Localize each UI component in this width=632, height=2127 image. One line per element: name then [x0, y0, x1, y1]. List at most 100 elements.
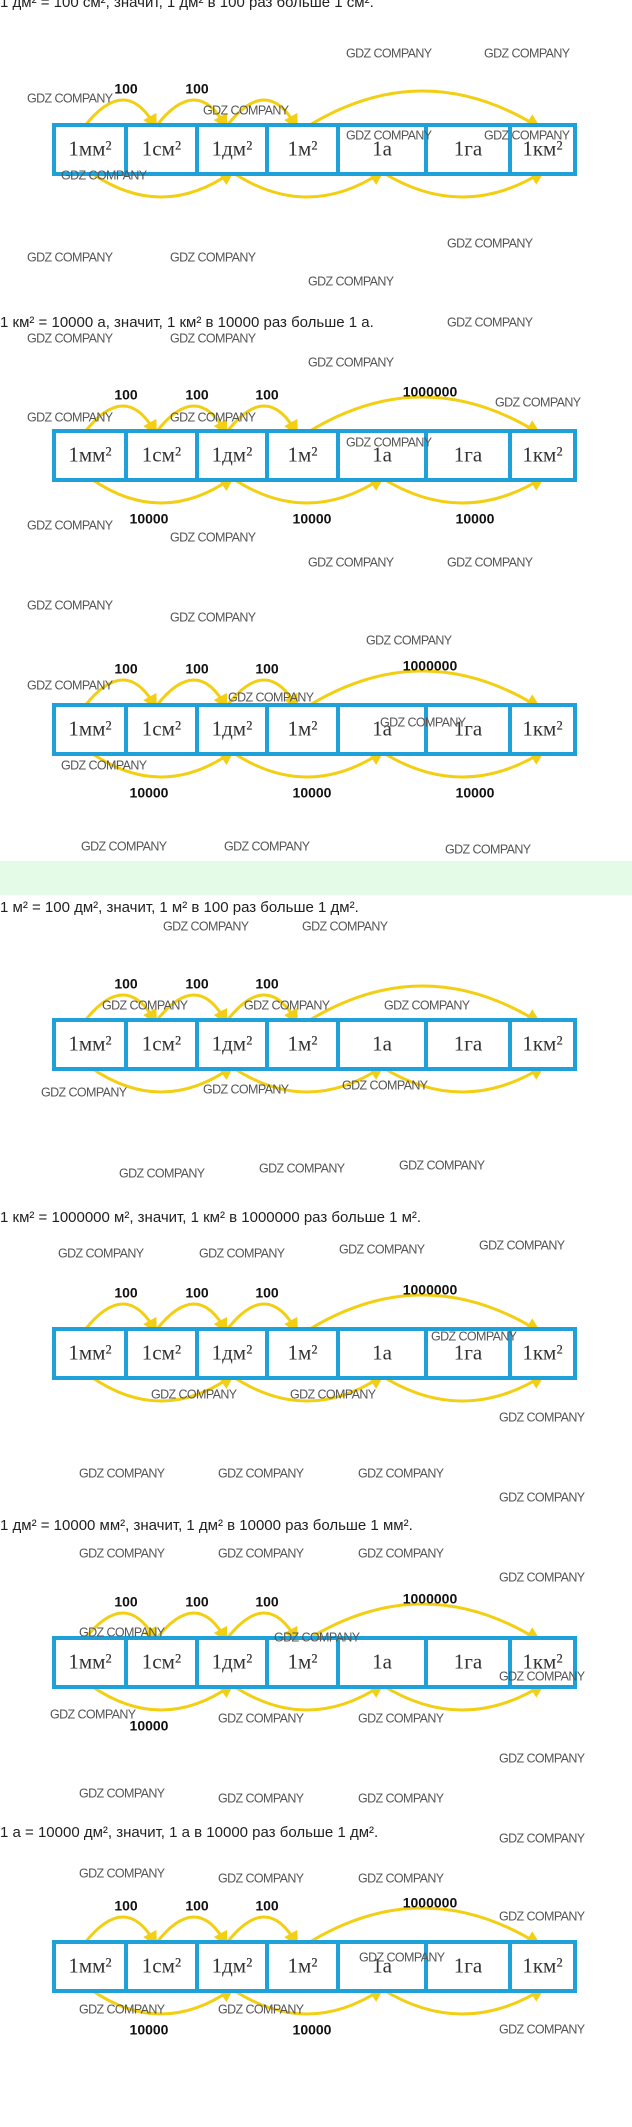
cell	[52, 1018, 128, 1071]
arc-bottom	[89, 750, 235, 779]
arc-bottom	[231, 1374, 385, 1403]
watermark: GDZ COMPANY	[290, 1387, 377, 1401]
watermark: GDZ COMPANY	[224, 839, 311, 853]
cell-label: 1м²	[287, 716, 317, 740]
watermark: GDZ COMPANY	[308, 555, 395, 569]
watermark: GDZ COMPANY	[170, 331, 257, 345]
caption: 1 дм² = 100 см², значит, 1 дм² в 100 раз…	[0, 0, 374, 11]
cell	[265, 123, 340, 176]
arc-top	[82, 1302, 157, 1334]
arc-bottom	[231, 750, 385, 779]
watermark: GDZ COMPANY	[199, 1246, 286, 1260]
cell-label: 1а	[372, 1953, 393, 1977]
arc-bottom	[89, 1374, 235, 1403]
watermark: GDZ COMPANY	[358, 1546, 445, 1560]
watermark: GDZ COMPANY	[499, 1831, 586, 1845]
watermark: GDZ COMPANY	[259, 1161, 346, 1175]
watermark: GDZ COMPANY	[431, 1329, 518, 1343]
arc-bottom	[89, 1987, 235, 2016]
watermark: GDZ COMPANY	[495, 395, 582, 409]
cell-label: 1а	[372, 442, 393, 466]
ratio-label: 1000000	[403, 658, 458, 674]
cell	[508, 703, 577, 756]
cell-label: 1дм²	[212, 1340, 253, 1364]
arc-top	[154, 98, 228, 130]
watermark: GDZ COMPANY	[61, 758, 148, 772]
cell	[508, 123, 577, 176]
caption: 1 дм² = 10000 мм², значит, 1 дм² в 10000…	[0, 1517, 413, 1534]
watermark: GDZ COMPANY	[218, 2002, 305, 2016]
ratio-label: 1000000	[403, 1282, 458, 1298]
cell	[336, 1636, 428, 1689]
arc-bottom	[381, 1374, 546, 1403]
watermark: GDZ COMPANY	[358, 1871, 445, 1885]
watermark: GDZ COMPANY	[27, 598, 114, 612]
arc-top-big	[305, 669, 542, 709]
watermark: GDZ COMPANY	[308, 274, 395, 288]
ratio-label: 10000	[130, 511, 169, 527]
arc-bottom	[231, 170, 385, 199]
ratio-label: 100	[114, 661, 138, 677]
cell-label: 1мм²	[68, 136, 111, 160]
cell-label: 1а	[372, 1649, 393, 1673]
watermark: GDZ COMPANY	[380, 715, 467, 729]
cell-label: 1дм²	[212, 136, 253, 160]
arc-top-big	[305, 1906, 542, 1946]
watermark: GDZ COMPANY	[366, 633, 453, 647]
watermark: GDZ COMPANY	[358, 1791, 445, 1805]
watermark: GDZ COMPANY	[102, 998, 189, 1012]
cell	[424, 1018, 512, 1071]
watermark: GDZ COMPANY	[479, 1238, 566, 1252]
cell-label: 1км²	[522, 1649, 562, 1673]
arc-top-big	[305, 1293, 542, 1333]
watermark: GDZ COMPANY	[346, 435, 433, 449]
ratio-label: 100	[255, 661, 279, 677]
cell-label: 1км²	[522, 1031, 562, 1055]
cell	[124, 703, 199, 756]
watermark: GDZ COMPANY	[79, 1466, 166, 1480]
ratio-label: 10000	[456, 785, 495, 801]
cell-label: 1дм²	[212, 716, 253, 740]
cell-label: 1га	[454, 1953, 483, 1977]
cell-label: 1дм²	[212, 1031, 253, 1055]
arc-top	[224, 1611, 298, 1643]
arc-top	[224, 678, 298, 710]
ratio-label: 10000	[130, 1718, 169, 1734]
cell-label: 1км²	[522, 136, 562, 160]
watermark: GDZ COMPANY	[41, 1085, 128, 1099]
ratio-label: 10000	[293, 2022, 332, 2038]
watermark: GDZ COMPANY	[218, 1791, 305, 1805]
watermark: GDZ COMPANY	[228, 690, 315, 704]
cell-label: 1мм²	[68, 1340, 111, 1364]
arc-top-big	[305, 89, 542, 129]
arc-bottom	[89, 1683, 235, 1712]
watermark: GDZ COMPANY	[203, 103, 290, 117]
arc-top	[82, 1915, 157, 1947]
cell-label: 1см²	[142, 442, 181, 466]
watermark: GDZ COMPANY	[203, 1082, 290, 1096]
ratio-label: 100	[185, 1594, 209, 1610]
caption: 1 а = 10000 дм², значит, 1 а в 10000 раз…	[0, 1824, 378, 1841]
watermark: GDZ COMPANY	[79, 1546, 166, 1560]
caption: 1 м² = 100 дм², значит, 1 м² в 100 раз б…	[0, 899, 359, 916]
watermark: GDZ COMPANY	[61, 168, 148, 182]
watermark: GDZ COMPANY	[342, 1078, 429, 1092]
watermark: GDZ COMPANY	[499, 1909, 586, 1923]
ratio-label: 100	[255, 1594, 279, 1610]
ratio-label: 100	[255, 387, 279, 403]
cell-label: 1см²	[142, 1953, 181, 1977]
watermark: GDZ COMPANY	[339, 1242, 426, 1256]
watermark: GDZ COMPANY	[346, 128, 433, 142]
cell	[508, 429, 577, 482]
cell	[52, 1327, 128, 1380]
ratio-label: 100	[185, 976, 209, 992]
watermark: GDZ COMPANY	[484, 128, 571, 142]
watermark: GDZ COMPANY	[499, 1410, 586, 1424]
cell	[508, 1940, 577, 1993]
cell-label: 1м²	[287, 136, 317, 160]
cell-label: 1дм²	[212, 1953, 253, 1977]
arc-top	[224, 1915, 298, 1947]
watermark: GDZ COMPANY	[499, 1669, 586, 1683]
cell	[52, 123, 128, 176]
